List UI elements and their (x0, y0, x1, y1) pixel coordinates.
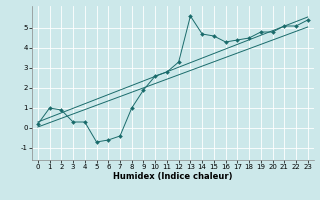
X-axis label: Humidex (Indice chaleur): Humidex (Indice chaleur) (113, 172, 233, 181)
